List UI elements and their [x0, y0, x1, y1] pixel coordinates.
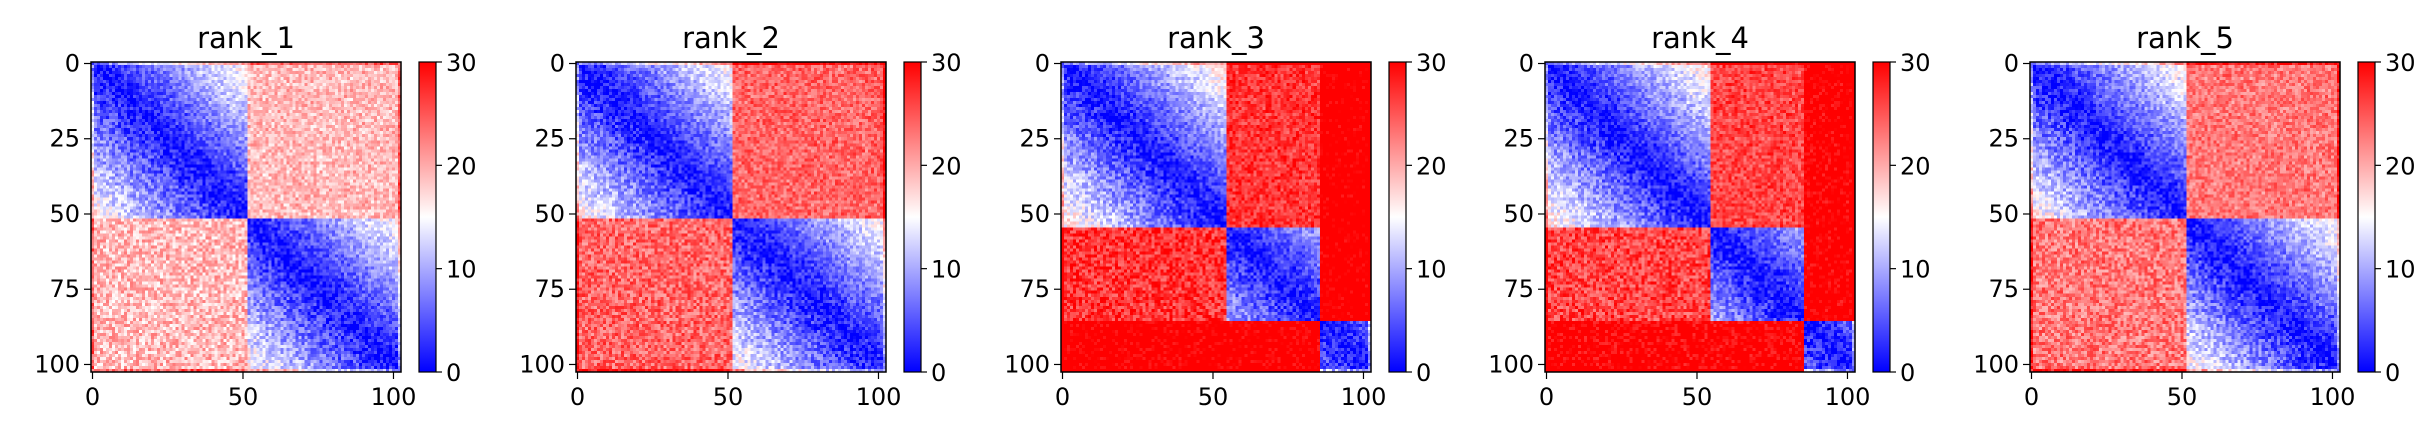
- y-tick-label: 50: [534, 200, 565, 228]
- axes-frame: [1060, 61, 1372, 373]
- colorbar-tick-label: 30: [931, 49, 962, 77]
- x-tick-label: 50: [2167, 383, 2198, 411]
- y-tick-label: 25: [1988, 125, 2019, 153]
- colorbar: [2357, 61, 2376, 373]
- y-tick-label: 0: [1519, 50, 1534, 78]
- panel-title: rank_3: [1167, 21, 1265, 55]
- y-tick-label: 25: [1503, 125, 1534, 153]
- x-tick-label: 0: [1539, 383, 1554, 411]
- x-tick-label: 50: [228, 383, 259, 411]
- colorbar-tick-label: 30: [1416, 49, 1447, 77]
- x-tick-label: 100: [2310, 383, 2356, 411]
- colorbar: [1388, 61, 1407, 373]
- colorbar-tick-label: 0: [1900, 359, 1915, 387]
- x-tick-label: 0: [570, 383, 585, 411]
- colorbar-tick-label: 30: [2385, 49, 2416, 77]
- colorbar-tick-label: 20: [446, 152, 477, 180]
- colorbar-tick-label: 0: [931, 359, 946, 387]
- y-tick-label: 0: [2004, 50, 2019, 78]
- y-tick-label: 100: [1488, 350, 1534, 378]
- x-tick-label: 50: [1682, 383, 1713, 411]
- x-tick-label: 100: [1825, 383, 1871, 411]
- colorbar: [418, 61, 437, 373]
- x-tick-label: 100: [371, 383, 417, 411]
- colorbar-tick-label: 0: [2385, 359, 2400, 387]
- colorbar-tick-label: 20: [2385, 152, 2416, 180]
- y-tick-label: 50: [1503, 200, 1534, 228]
- colorbar-tick-label: 10: [1900, 256, 1931, 284]
- y-tick-label: 75: [49, 275, 80, 303]
- y-tick-label: 50: [1019, 200, 1050, 228]
- colorbar-tick-label: 10: [931, 256, 962, 284]
- colorbar-tick-label: 30: [1900, 49, 1931, 77]
- y-tick-label: 25: [49, 125, 80, 153]
- y-tick-label: 75: [1503, 275, 1534, 303]
- y-tick-label: 50: [1988, 200, 2019, 228]
- y-tick-label: 100: [519, 350, 565, 378]
- x-tick-label: 0: [85, 383, 100, 411]
- heatmap-image: [2030, 62, 2340, 372]
- axes-frame: [90, 61, 402, 373]
- colorbar-tick-label: 20: [1900, 152, 1931, 180]
- heatmap-image: [1545, 62, 1855, 372]
- x-tick-label: 0: [1055, 383, 1070, 411]
- y-tick-label: 100: [1973, 350, 2019, 378]
- x-tick-label: 100: [856, 383, 902, 411]
- y-tick-label: 50: [49, 200, 80, 228]
- axes-frame: [575, 61, 887, 373]
- heatmap-image: [91, 62, 401, 372]
- y-tick-label: 100: [34, 350, 80, 378]
- y-tick-label: 75: [534, 275, 565, 303]
- heatmap-image: [576, 62, 886, 372]
- panel-title: rank_2: [682, 21, 780, 55]
- panel-title: rank_5: [2136, 21, 2234, 55]
- x-tick-label: 50: [713, 383, 744, 411]
- colorbar-tick-label: 20: [931, 152, 962, 180]
- x-tick-label: 0: [2024, 383, 2039, 411]
- y-tick-label: 75: [1988, 275, 2019, 303]
- colorbar-tick-label: 10: [446, 256, 477, 284]
- colorbar: [1872, 61, 1891, 373]
- y-tick-label: 25: [1019, 125, 1050, 153]
- colorbar-tick-label: 10: [2385, 256, 2416, 284]
- y-tick-label: 0: [1035, 50, 1050, 78]
- colorbar: [903, 61, 922, 373]
- panel-title: rank_4: [1651, 21, 1749, 55]
- axes-frame: [2029, 61, 2341, 373]
- colorbar-tick-label: 10: [1416, 256, 1447, 284]
- y-tick-label: 0: [65, 50, 80, 78]
- x-tick-label: 50: [1198, 383, 1229, 411]
- colorbar-tick-label: 0: [446, 359, 461, 387]
- colorbar-tick-label: 0: [1416, 359, 1431, 387]
- y-tick-label: 75: [1019, 275, 1050, 303]
- colorbar-tick-label: 30: [446, 49, 477, 77]
- x-tick-label: 100: [1341, 383, 1387, 411]
- heatmap-image: [1061, 62, 1371, 372]
- panel-title: rank_1: [197, 21, 295, 55]
- colorbar-tick-label: 20: [1416, 152, 1447, 180]
- y-tick-label: 0: [550, 50, 565, 78]
- axes-frame: [1544, 61, 1856, 373]
- y-tick-label: 25: [534, 125, 565, 153]
- y-tick-label: 100: [1004, 350, 1050, 378]
